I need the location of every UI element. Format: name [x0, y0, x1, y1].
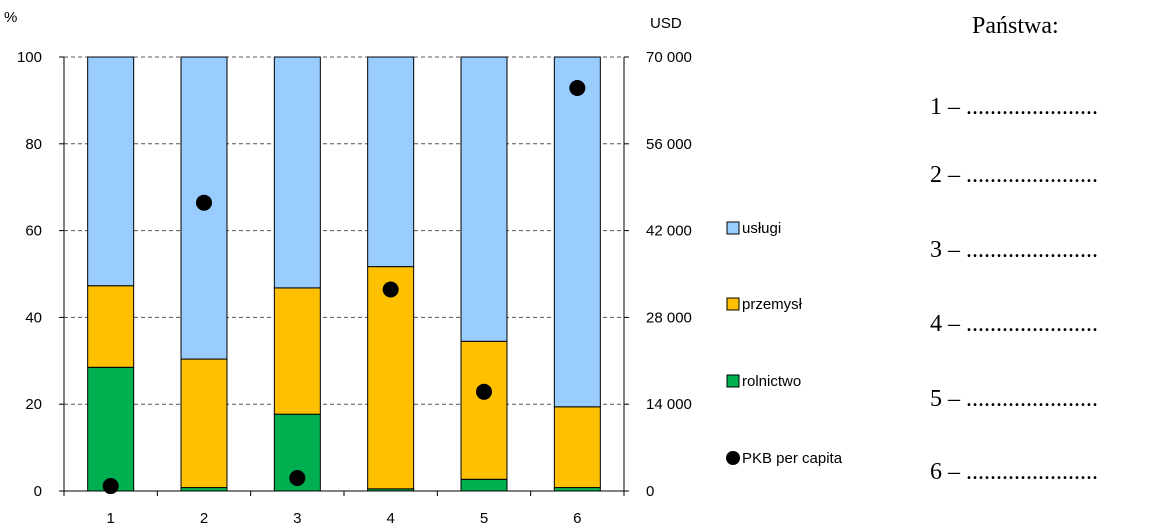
bar-segment-przemysł	[460, 340, 508, 480]
left-axis-title: %	[4, 9, 17, 26]
bar-segment-przemysł	[87, 285, 135, 368]
legend-label: rolnictwo	[742, 373, 801, 390]
legend-swatch-usługi	[726, 221, 740, 235]
bar-segment-przemysł	[367, 266, 415, 490]
left-tick-label: 60	[25, 223, 42, 240]
right-tick-label: 70 000	[646, 49, 692, 66]
gdp-point	[196, 194, 212, 211]
bar-segment-rolnictwo	[180, 487, 228, 492]
x-tick-label: 2	[200, 510, 208, 527]
gdp-point	[382, 281, 399, 298]
left-tick-label: 80	[25, 136, 42, 153]
gdp-point	[102, 478, 119, 495]
left-tick-label: 0	[34, 483, 42, 500]
legend-swatch-przemysł	[726, 297, 740, 311]
right-tick-label: 0	[646, 483, 654, 500]
left-tick-label: 20	[25, 396, 42, 413]
bar-segment-rolnictwo	[553, 487, 601, 492]
right-axis-title: USD	[650, 15, 682, 32]
legend-swatch-rolnictwo	[726, 374, 740, 388]
legend-label: usługi	[742, 220, 781, 237]
gdp-point	[476, 383, 492, 400]
bar-segment-usługi	[87, 56, 135, 287]
right-tick-label: 56 000	[646, 136, 692, 153]
bar-segment-przemysł	[180, 358, 228, 489]
gdp-point	[289, 469, 306, 486]
x-tick-label: 5	[480, 510, 488, 527]
bar-segment-usługi	[553, 56, 601, 408]
left-tick-label: 40	[25, 309, 42, 326]
legend-label: PKB per capita	[742, 450, 843, 467]
bar-segment-przemysł	[273, 287, 321, 415]
bar-segment-rolnictwo	[87, 366, 135, 492]
left-tick-label: 100	[17, 49, 42, 66]
right-tick-label: 14 000	[646, 396, 692, 413]
bar-segment-rolnictwo	[460, 478, 508, 492]
bar-segment-usługi	[273, 56, 321, 289]
right-tick-label: 28 000	[646, 309, 692, 326]
right-tick-label: 42 000	[646, 223, 692, 240]
bar-segment-usługi	[367, 56, 415, 268]
gdp-point	[569, 80, 586, 96]
legend-label: przemysł	[742, 296, 803, 313]
x-tick-label: 6	[573, 510, 581, 527]
x-tick-label: 4	[386, 510, 394, 527]
bar-segment-przemysł	[553, 406, 601, 489]
bar-segment-usługi	[460, 56, 508, 342]
legend-marker-gdp	[726, 451, 740, 465]
x-tick-label: 3	[293, 510, 301, 527]
x-tick-label: 1	[106, 510, 114, 527]
